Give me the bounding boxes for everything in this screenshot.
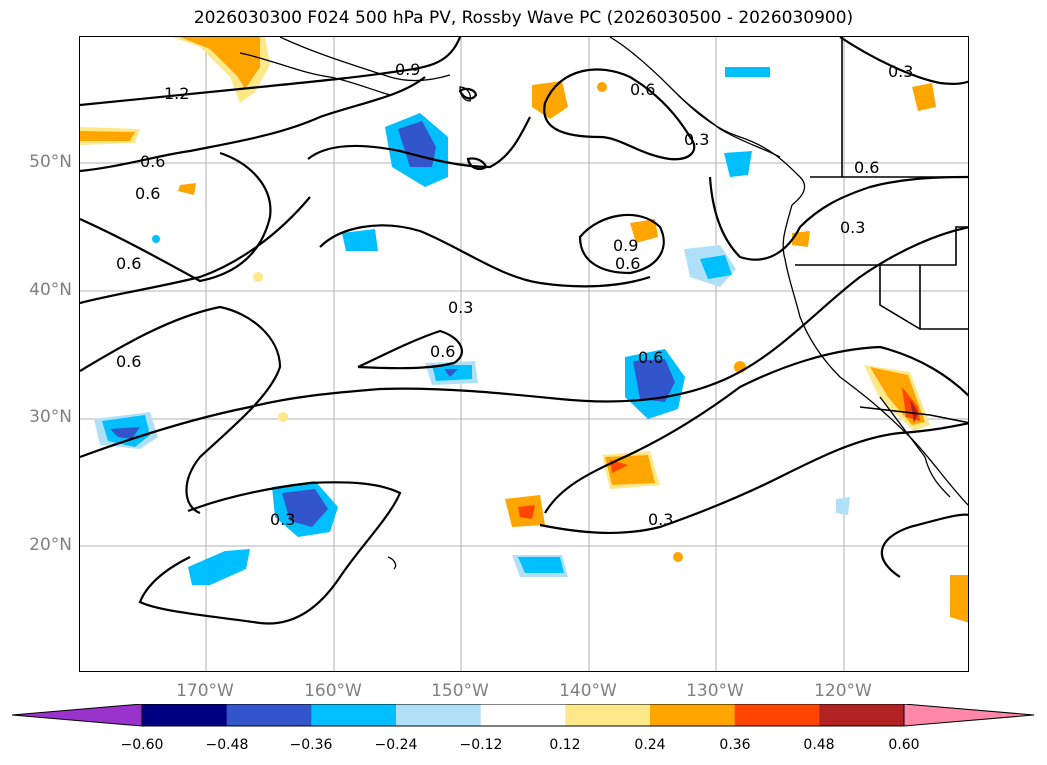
contour-label: 0.3 xyxy=(840,218,865,237)
colorbar-segment xyxy=(650,704,736,726)
lon-label: 130°W xyxy=(686,681,744,701)
coastlines xyxy=(239,37,968,570)
colorbar-segment xyxy=(819,704,905,726)
colorbar-tick-label: 0.24 xyxy=(634,737,666,753)
colorbar-tick-label: 0.60 xyxy=(888,737,920,753)
borders xyxy=(795,37,968,424)
colorbar-segment xyxy=(565,704,651,726)
colorbar-segment xyxy=(396,704,482,726)
colorbar-tick-label: −0.36 xyxy=(289,737,333,753)
lat-label: 40°N xyxy=(29,280,72,300)
colorbar-segment xyxy=(480,704,566,726)
colorbar-tick-label: −0.60 xyxy=(120,737,164,753)
colorbar-tick-label: −0.48 xyxy=(205,737,249,753)
contour-label: 1.2 xyxy=(164,84,189,103)
contour-label: 0.3 xyxy=(888,62,913,81)
colorbar-tick-label: −0.24 xyxy=(374,737,418,753)
colorbar xyxy=(12,704,1035,727)
lat-label: 50°N xyxy=(29,152,72,172)
colorbar-tick-label: −0.12 xyxy=(459,737,503,753)
contour-label: 0.3 xyxy=(684,130,709,149)
lat-label: 20°N xyxy=(29,535,72,555)
colorbar-segment xyxy=(142,704,228,726)
lon-label: 140°W xyxy=(559,681,617,701)
map-canvas: 1.2 0.9 0.6 0.6 0.6 0.6 0.3 0.6 0.6 0.9 … xyxy=(80,37,968,671)
contour-label: 0.6 xyxy=(630,80,655,99)
contour-label: 0.3 xyxy=(270,510,295,529)
contour-label: 0.6 xyxy=(430,342,455,361)
contour-label-group: 1.2 0.9 0.6 0.6 0.6 0.6 0.3 0.6 0.6 0.9 … xyxy=(116,60,913,529)
shaded-anomalies xyxy=(80,37,968,623)
contour-label: 0.6 xyxy=(854,158,879,177)
contour-label: 0.6 xyxy=(116,254,141,273)
contour-label: 0.9 xyxy=(395,60,420,79)
lon-label: 170°W xyxy=(176,681,234,701)
plot-title: 2026030300 F024 500 hPa PV, Rossby Wave … xyxy=(193,8,854,28)
map-panel: 1.2 0.9 0.6 0.6 0.6 0.6 0.3 0.6 0.6 0.9 … xyxy=(79,36,969,672)
colorbar-extend-min xyxy=(12,704,142,726)
lat-label: 30°N xyxy=(29,407,72,427)
gridlines xyxy=(80,37,968,671)
lon-label: 120°W xyxy=(814,681,872,701)
colorbar-segment xyxy=(734,704,820,726)
contour-label: 0.6 xyxy=(638,348,663,367)
contour-label: 0.6 xyxy=(140,152,165,171)
contour-label: 0.6 xyxy=(116,352,141,371)
colorbar-extend-max xyxy=(904,704,1034,726)
colorbar-segment xyxy=(226,704,312,726)
contour-label: 0.9 xyxy=(613,236,638,255)
contour-label: 0.6 xyxy=(615,254,640,273)
lon-label: 160°W xyxy=(304,681,362,701)
contour-label: 0.3 xyxy=(648,510,673,529)
pv-contours xyxy=(80,37,968,625)
contour-label: 0.3 xyxy=(448,298,473,317)
lon-label: 150°W xyxy=(431,681,489,701)
colorbar-tick-label: 0.12 xyxy=(549,737,581,753)
colorbar-tick-label: 0.36 xyxy=(719,737,751,753)
contour-label: 0.6 xyxy=(135,184,160,203)
colorbar-tick-label: 0.48 xyxy=(803,737,835,753)
colorbar-segment xyxy=(311,704,397,726)
